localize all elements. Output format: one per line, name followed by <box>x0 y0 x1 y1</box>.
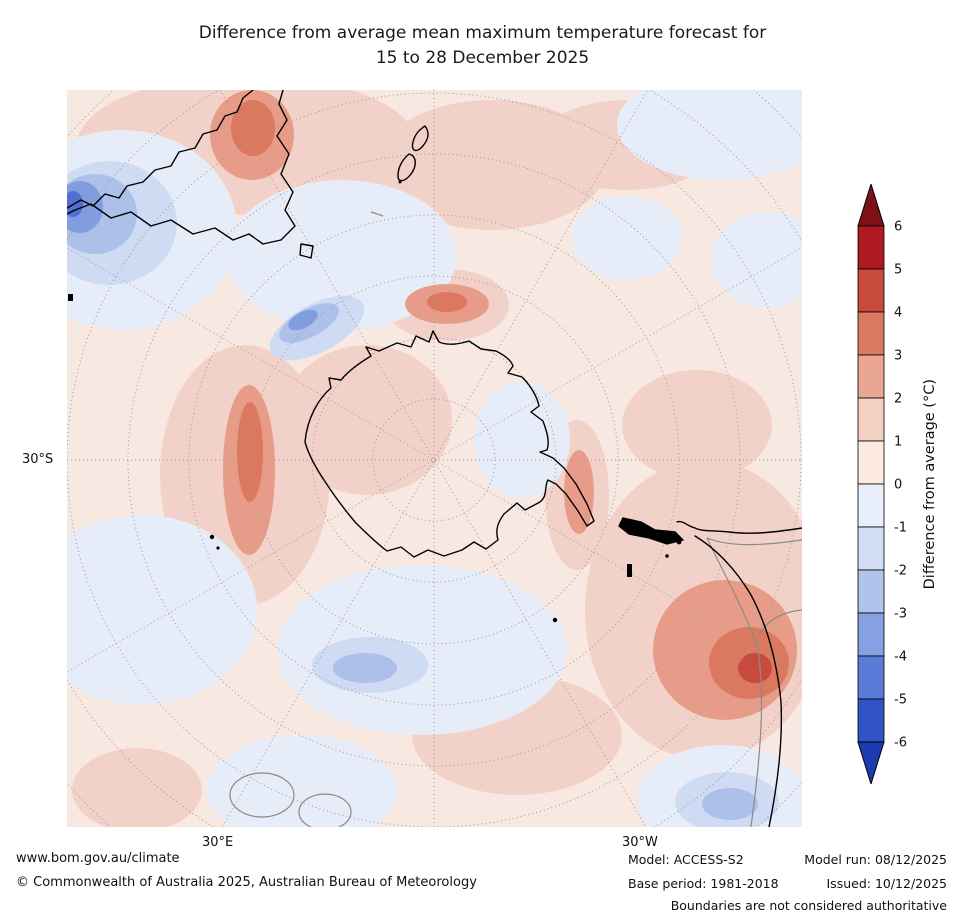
boundaries-gray <box>229 211 802 827</box>
colorbar-cell <box>857 354 885 399</box>
footer-website: www.bom.gov.au/climate <box>16 851 180 866</box>
colorbar-cell <box>857 397 885 442</box>
colorbar-canvas: 6 5 4 3 2 1 0 -1 -2 -3 -4 -5 -6 <box>857 182 907 786</box>
figure-title: Difference from average mean maximum tem… <box>0 21 965 70</box>
small-islands <box>68 294 682 623</box>
title-line-1: Difference from average mean maximum tem… <box>198 23 767 43</box>
colorbar-tick-label: -1 <box>894 521 907 536</box>
map-canvas <box>67 90 802 827</box>
lon-tick-label-west: 30°W <box>622 835 658 850</box>
colorbar-tick-label: -5 <box>894 693 907 708</box>
coastlines <box>67 90 802 827</box>
footer-model-run: Model run: 08/12/2025 <box>804 852 947 867</box>
tasmania-coast <box>299 243 314 259</box>
new-zealand-north-island <box>411 125 429 152</box>
australia-coast-west <box>67 90 254 209</box>
footer-copyright: © Commonwealth of Australia 2025, Austra… <box>16 875 477 890</box>
colorbar-tick-label: 0 <box>894 478 902 493</box>
tierra-del-fuego <box>618 517 684 545</box>
colorbar-tick-label: -2 <box>894 564 907 579</box>
colorbar-cell <box>857 483 885 528</box>
colorbar-tick-label: -6 <box>894 736 907 751</box>
colorbar-tick-label: 6 <box>894 220 902 235</box>
lat-tick-label: 30°S <box>22 452 54 467</box>
australia-coast-east-south <box>67 90 296 245</box>
colorbar-cell <box>857 612 885 657</box>
footer-issued: Issued: 10/12/2025 <box>826 876 948 891</box>
graticule <box>67 90 802 827</box>
colorbar-cell <box>857 655 885 700</box>
colorbar-cell <box>857 698 885 743</box>
antarctica-coast <box>304 330 595 558</box>
new-zealand-south-island <box>397 153 416 182</box>
colorbar-axis-label: Difference from average (°C) <box>922 378 938 590</box>
colorbar-cell <box>857 569 885 614</box>
colorbar-tick-label: 1 <box>894 435 902 450</box>
colorbar-tick-label: 2 <box>894 392 902 407</box>
footer-model: Model: ACCESS-S2 <box>628 852 744 867</box>
south-america-pacific-coast <box>694 535 783 827</box>
colorbar-arrow-up <box>857 182 885 227</box>
colorbar-tick-label: -4 <box>894 650 907 665</box>
stewart-island <box>398 180 402 184</box>
footer-disclaimer: Boundaries are not considered authoritat… <box>670 898 947 913</box>
colorbar-cell <box>857 268 885 313</box>
south-america-atlantic-coast <box>676 520 802 534</box>
colorbar-tick-label: 5 <box>894 263 902 278</box>
colorbar-tick-label: -3 <box>894 607 907 622</box>
colorbar-cell <box>857 526 885 571</box>
island-speck-1 <box>627 564 632 577</box>
footer-base-period: Base period: 1981-2018 <box>628 876 779 891</box>
colorbar-cell <box>857 225 885 270</box>
colorbar: 6 5 4 3 2 1 0 -1 -2 -3 -4 -5 -6 <box>856 182 936 786</box>
colorbar-arrow-down <box>857 741 885 786</box>
map-panel <box>67 90 802 827</box>
colorbar-cell <box>857 440 885 485</box>
colorbar-tick-label: 4 <box>894 306 902 321</box>
lon-tick-label-east: 30°E <box>202 835 234 850</box>
title-line-2: 15 to 28 December 2025 <box>375 47 590 68</box>
colorbar-tick-label: 3 <box>894 349 902 364</box>
colorbar-axis-label-wrap: Difference from average (°C) <box>916 184 944 784</box>
colorbar-cell <box>857 311 885 356</box>
